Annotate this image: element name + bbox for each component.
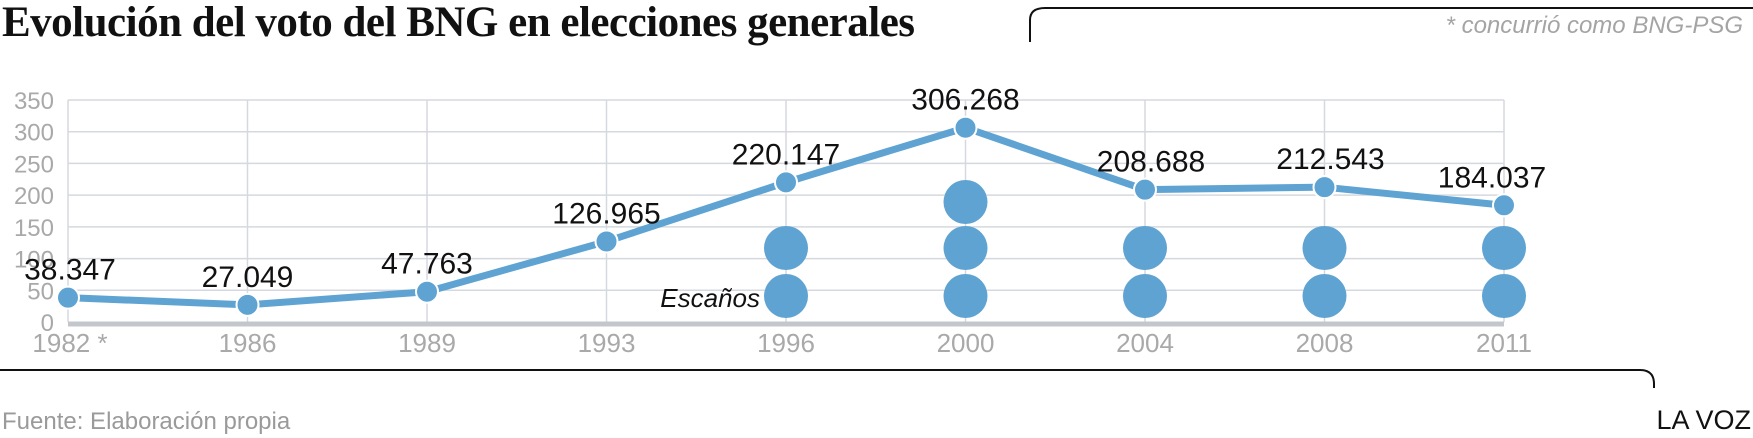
data-label: 38.347 (24, 254, 116, 287)
x-tick-label: 2011 (1476, 328, 1532, 358)
y-tick-label: 0 (41, 310, 54, 337)
x-tick-label: 1996 (757, 328, 815, 358)
data-label: 306.268 (911, 84, 1019, 117)
seat-dot (1123, 274, 1167, 318)
seat-dot (943, 274, 988, 318)
x-tick-label: 1982 * (32, 328, 107, 358)
seat-dot (764, 274, 808, 318)
seat-dot (1123, 226, 1167, 270)
footnote: * concurrió como BNG-PSG (1445, 12, 1743, 39)
data-point (953, 115, 978, 140)
brand-logo: LA VOZ (1656, 405, 1751, 435)
data-label: 220.147 (732, 138, 840, 171)
data-point (1133, 177, 1157, 202)
source-credit: Fuente: Elaboración propia (2, 408, 291, 435)
data-label: 47.763 (381, 248, 473, 281)
y-tick-label: 300 (14, 120, 54, 147)
seat-dot (943, 180, 988, 224)
x-tick-label: 2004 (1116, 328, 1174, 358)
y-tick-label: 350 (14, 88, 54, 115)
seat-dot (1482, 226, 1526, 270)
x-tick-label: 2000 (937, 328, 995, 358)
data-point (594, 229, 619, 254)
data-label: 184.037 (1438, 161, 1546, 194)
seats-label: Escaños (660, 283, 760, 313)
seat-dot (1482, 274, 1526, 318)
data-point (415, 279, 439, 304)
seat-dot (1302, 274, 1347, 318)
chart-title: Evolución del voto del BNG en elecciones… (2, 0, 915, 46)
data-label: 208.688 (1097, 146, 1205, 179)
seat-dot (943, 226, 988, 270)
seat-dot (764, 226, 808, 270)
data-label: 126.965 (552, 197, 660, 230)
x-tick-label: 2008 (1296, 328, 1354, 358)
y-tick-label: 250 (14, 151, 54, 178)
data-point (235, 292, 260, 317)
data-label: 212.543 (1276, 143, 1384, 176)
y-tick-label: 50 (27, 278, 54, 305)
seat-dot (1302, 226, 1347, 270)
data-label: 27.049 (202, 261, 294, 294)
data-point (1312, 175, 1337, 200)
data-point (1492, 193, 1516, 218)
x-tick-label: 1993 (578, 328, 636, 358)
x-tick-label: 1989 (398, 328, 456, 358)
data-point (774, 170, 798, 195)
x-tick-label: 1986 (219, 328, 277, 358)
y-tick-label: 200 (14, 183, 54, 210)
y-tick-label: 100 (14, 247, 54, 274)
y-tick-label: 150 (14, 215, 54, 242)
data-point (56, 285, 80, 310)
